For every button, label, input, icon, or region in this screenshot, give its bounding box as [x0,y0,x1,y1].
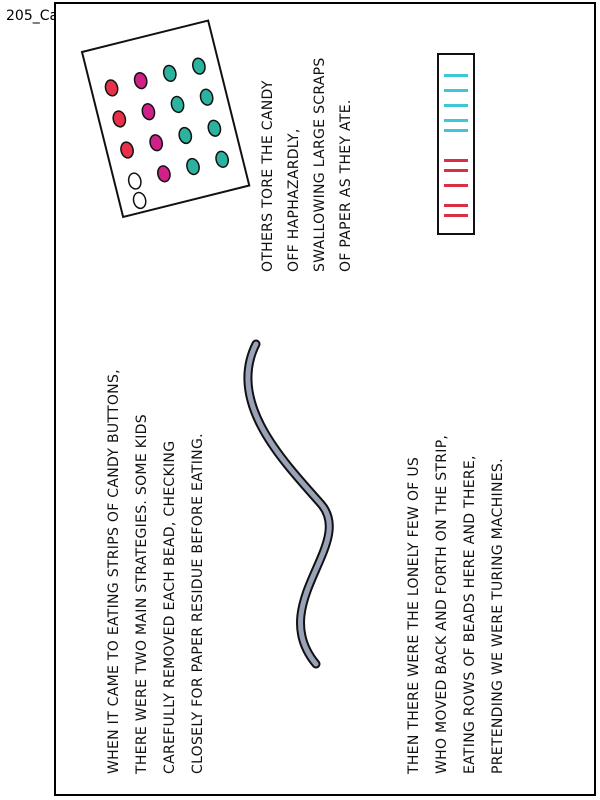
caption-intro-line: CAREFULLY REMOVED EACH BEAD, CHECKING [162,441,178,774]
caption-intro-line: WHEN IT CAME TO EATING STRIPS OF CANDY B… [106,369,122,774]
wavy-candy-strip [243,339,334,669]
candy-bead [141,103,156,121]
candy-sheet [80,19,251,219]
caption-others-line: OF PAPER AS THEY ATE. [338,99,354,272]
caption-others-line: OFF HAPHAZARDLY, [286,128,302,272]
candy-bead [104,79,119,97]
caption-turing-line: WHO MOVED BACK AND FORTH ON THE STRIP, [434,435,450,774]
candy-bead [178,126,193,145]
candy-bead [149,134,164,152]
caption-others-line: OTHERS TORE THE CANDY [260,80,276,272]
candy-strip-scrap [437,53,475,235]
comic-panel: WHEN IT CAME TO EATING STRIPS OF CANDY B… [54,2,596,796]
candy-bead [170,95,185,114]
candy-bead [207,119,222,137]
caption-turing-line: PRETENDING WE WERE TURING MACHINES. [490,458,506,774]
candy-bead [112,110,127,128]
caption-intro-line: THERE WERE TWO MAIN STRATEGIES. SOME KID… [134,414,150,775]
caption-turing-line: EATING ROWS OF BEADS HERE AND THERE, [462,455,478,774]
caption-turing-line: THEN THERE WERE THE LONELY FEW OF US [406,457,422,775]
red-dot-rows [444,159,468,217]
caption-intro-line: CLOSELY FOR PAPER RESIDUE BEFORE EATING. [190,433,206,774]
candy-bead [199,88,214,106]
caption-turing: THEN THERE WERE THE LONELY FEW OF US WHO… [406,430,506,775]
candy-bead-eaten [127,172,142,190]
candy-bead [192,57,206,75]
candy-beads [104,57,230,210]
candy-bead-eaten [132,191,147,210]
candy-bead [186,157,200,176]
candy-bead [157,165,171,183]
comic-illustration: WHEN IT CAME TO EATING STRIPS OF CANDY B… [80,19,506,775]
candy-bead [162,64,177,83]
caption-others: OTHERS TORE THE CANDY OFF HAPHAZARDLY, S… [260,53,354,272]
candy-sheet-paper [80,19,251,219]
candy-bead [215,150,230,168]
caption-others-line: SWALLOWING LARGE SCRAPS [312,57,328,272]
candy-bead [133,72,148,90]
cyan-dot-rows [444,74,468,132]
caption-intro: WHEN IT CAME TO EATING STRIPS OF CANDY B… [106,364,206,775]
candy-bead [120,141,134,159]
